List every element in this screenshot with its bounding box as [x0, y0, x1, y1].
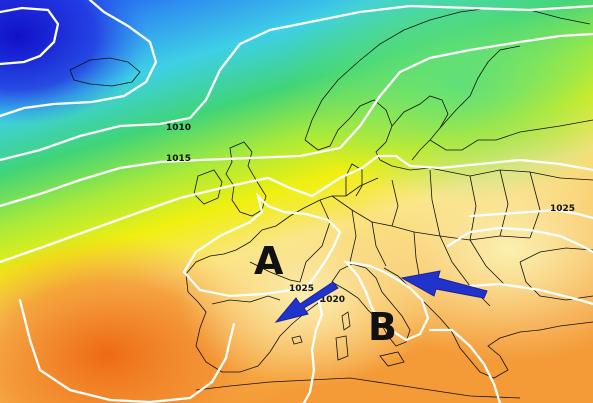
isobar-labels: 1010 1015 1025 1025 1020 [166, 123, 575, 305]
arrow-east-shape [400, 270, 488, 299]
isobar-1025 [468, 208, 593, 220]
isobar-southeast [428, 328, 502, 403]
isobar-low-ring [0, 0, 158, 118]
high-pressure-label: A [254, 239, 284, 283]
sardinia-outline [335, 335, 349, 361]
isobar-south-west [18, 298, 236, 403]
isobar-label-1015: 1015 [166, 154, 191, 164]
arrow-east [400, 270, 488, 299]
isobar-east [468, 282, 593, 306]
isobar-label-1010: 1010 [166, 123, 191, 133]
africa-coast [195, 377, 521, 399]
isobar-east-ring [446, 226, 593, 254]
italy-outline [331, 263, 411, 347]
isobar-1020-south [302, 296, 324, 403]
balearic-outline [291, 335, 303, 345]
britain-outline [225, 141, 267, 217]
isobar-1010 [0, 4, 593, 162]
isobar-label-1025-east: 1025 [550, 204, 575, 214]
corsica-outline [341, 311, 351, 331]
country-borders [249, 169, 541, 307]
isobar-1020-ring [182, 192, 342, 298]
isobar-label-1020: 1020 [320, 295, 345, 305]
isobar-central-ring [343, 260, 430, 342]
low-pressure-label: B [368, 305, 397, 349]
arrow-west-shape [274, 281, 339, 323]
pyrenees-border [211, 295, 281, 305]
sicily-outline [379, 351, 405, 367]
denmark-outline [345, 163, 363, 197]
iceland-outline [69, 57, 141, 87]
isobar-deep-low [0, 6, 60, 66]
isobar-1015 [0, 32, 593, 208]
baltic-coast [379, 159, 593, 181]
arrow-west [274, 281, 339, 323]
finland-outline [429, 45, 593, 151]
isobar-label-1025-west: 1025 [289, 284, 314, 294]
isobar-1020-north [0, 154, 593, 264]
